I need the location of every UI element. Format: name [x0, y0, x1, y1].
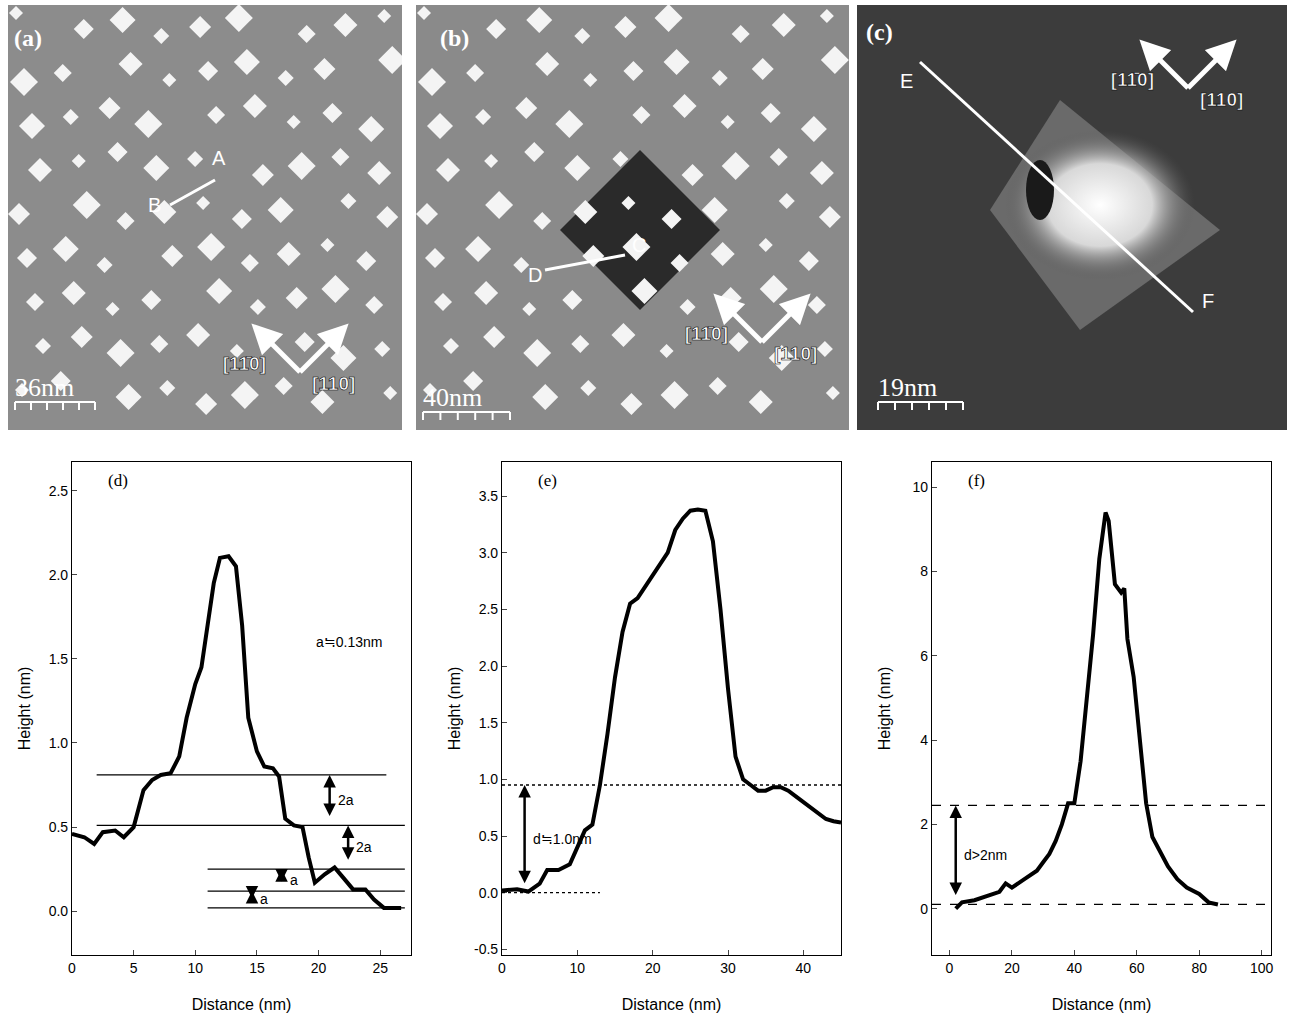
svg-text:F: F — [1202, 290, 1214, 312]
svg-text:10: 10 — [913, 479, 929, 495]
svg-text:Height (nm): Height (nm) — [16, 667, 33, 751]
svg-text:3.0: 3.0 — [479, 545, 499, 561]
svg-text:A: A — [212, 147, 226, 169]
svg-text:2a: 2a — [356, 839, 372, 855]
svg-text:1.5: 1.5 — [479, 715, 499, 731]
svg-text:10: 10 — [570, 960, 586, 976]
svg-text:Height (nm): Height (nm) — [446, 667, 463, 751]
svg-text:2a: 2a — [338, 792, 354, 808]
svg-text:2.0: 2.0 — [479, 658, 499, 674]
svg-text:C: C — [632, 234, 646, 256]
svg-text:0: 0 — [498, 960, 506, 976]
svg-text:(f): (f) — [968, 471, 985, 490]
svg-text:8: 8 — [920, 563, 928, 579]
svg-text:0: 0 — [920, 901, 928, 917]
svg-text:0.0: 0.0 — [49, 903, 69, 919]
svg-text:40: 40 — [796, 960, 812, 976]
svg-text:80: 80 — [1191, 960, 1207, 976]
svg-text:[110]: [110] — [312, 373, 355, 394]
svg-text:100: 100 — [1250, 960, 1274, 976]
svg-text:Height (nm): Height (nm) — [876, 667, 893, 751]
svg-text:1.0: 1.0 — [49, 735, 69, 751]
svg-text:a: a — [260, 891, 268, 907]
svg-text:[11̄0]: [11̄0] — [223, 353, 266, 374]
svg-text:36nm: 36nm — [15, 373, 74, 402]
svg-text:[11̄0]: [11̄0] — [685, 323, 728, 344]
svg-text:40: 40 — [1067, 960, 1083, 976]
svg-text:d≒1.0nm: d≒1.0nm — [533, 831, 592, 847]
svg-text:0: 0 — [68, 960, 76, 976]
svg-text:D: D — [528, 264, 542, 286]
svg-text:0.5: 0.5 — [479, 828, 499, 844]
svg-text:0: 0 — [946, 960, 954, 976]
svg-text:Distance (nm): Distance (nm) — [1052, 996, 1152, 1013]
svg-text:a: a — [290, 872, 298, 888]
svg-text:-0.5: -0.5 — [474, 941, 498, 957]
svg-text:B: B — [148, 194, 161, 216]
svg-text:19nm: 19nm — [878, 373, 937, 402]
svg-text:6: 6 — [920, 648, 928, 664]
svg-text:40nm: 40nm — [423, 383, 482, 412]
svg-text:a≒0.13nm: a≒0.13nm — [316, 634, 382, 650]
svg-text:20: 20 — [311, 960, 327, 976]
svg-text:20: 20 — [645, 960, 661, 976]
svg-text:30: 30 — [720, 960, 736, 976]
svg-text:3.5: 3.5 — [479, 488, 499, 504]
svg-text:Distance (nm): Distance (nm) — [622, 996, 722, 1013]
svg-text:(c): (c) — [866, 19, 893, 45]
svg-text:2.5: 2.5 — [479, 601, 499, 617]
svg-text:2.0: 2.0 — [49, 567, 69, 583]
svg-text:[110]: [110] — [774, 343, 817, 364]
svg-text:0.5: 0.5 — [49, 819, 69, 835]
svg-text:2: 2 — [920, 816, 928, 832]
svg-text:10: 10 — [187, 960, 203, 976]
svg-text:4: 4 — [920, 732, 928, 748]
svg-text:5: 5 — [130, 960, 138, 976]
svg-text:Distance (nm): Distance (nm) — [192, 996, 292, 1013]
svg-text:d>2nm: d>2nm — [964, 847, 1007, 863]
svg-text:E: E — [900, 70, 913, 92]
svg-text:[110]: [110] — [1200, 89, 1243, 110]
svg-text:15: 15 — [249, 960, 265, 976]
svg-text:[11̄0]: [11̄0] — [1111, 69, 1154, 90]
svg-text:(e): (e) — [538, 471, 557, 490]
svg-text:(d): (d) — [108, 471, 128, 490]
svg-text:20: 20 — [1004, 960, 1020, 976]
svg-text:(a): (a) — [14, 25, 42, 51]
svg-text:60: 60 — [1129, 960, 1145, 976]
svg-text:25: 25 — [372, 960, 388, 976]
svg-text:1.0: 1.0 — [479, 771, 499, 787]
svg-text:1.5: 1.5 — [49, 651, 69, 667]
svg-text:2.5: 2.5 — [49, 483, 69, 499]
svg-text:0.0: 0.0 — [479, 885, 499, 901]
svg-text:(b): (b) — [440, 25, 469, 51]
